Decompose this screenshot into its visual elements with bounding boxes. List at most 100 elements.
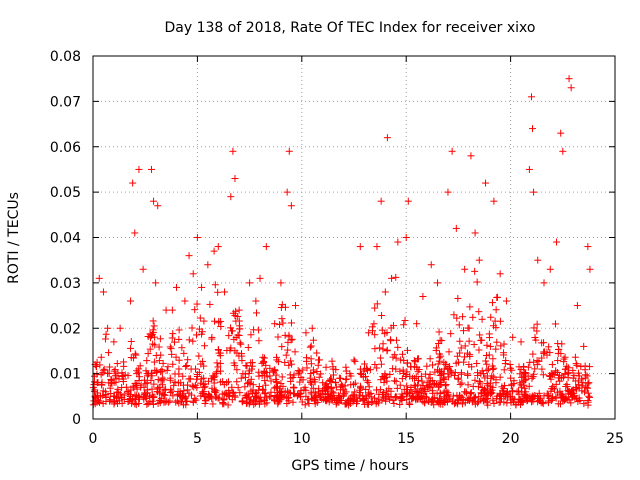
x-tick-labels: 0 5 10 15 20 25 <box>89 431 624 447</box>
data-point <box>475 256 483 264</box>
x-tick-label: 15 <box>397 431 415 447</box>
data-point <box>302 329 310 337</box>
data-point <box>565 75 573 83</box>
data-point <box>271 320 279 328</box>
data-point <box>287 202 295 210</box>
data-point <box>252 297 260 305</box>
data-point <box>580 342 588 350</box>
data-point <box>373 243 381 251</box>
data-point <box>448 147 456 155</box>
data-point <box>419 292 427 300</box>
data-point <box>277 279 285 287</box>
data-point <box>308 324 316 332</box>
data-point <box>150 197 158 205</box>
y-axis-label: ROTI / TECUs <box>6 192 22 284</box>
y-tick-label: 0.05 <box>50 185 81 201</box>
data-point <box>490 197 498 205</box>
y-tick-label: 0.08 <box>50 49 81 65</box>
data-point <box>99 288 107 296</box>
data-point <box>356 243 364 251</box>
data-point <box>283 188 291 196</box>
data-point <box>381 288 389 296</box>
data-point <box>229 147 237 155</box>
data-point <box>529 125 537 133</box>
y-tick-label: 0.06 <box>50 140 81 156</box>
data-point <box>210 247 218 255</box>
data-point <box>162 306 170 314</box>
data-point <box>502 297 510 305</box>
data-point <box>110 338 118 346</box>
grid <box>93 56 615 419</box>
data-point <box>256 274 264 282</box>
data-point <box>527 93 535 101</box>
data-point <box>189 270 197 278</box>
data-point <box>383 134 391 142</box>
data-point <box>104 324 112 332</box>
data-point <box>131 229 139 237</box>
data-point <box>173 283 181 291</box>
y-tick-label: 0.01 <box>50 367 81 383</box>
data-point <box>371 361 379 369</box>
x-tick-label: 0 <box>89 431 98 447</box>
y-tick-label: 0.02 <box>50 321 81 337</box>
data-point <box>204 261 212 269</box>
data-point <box>95 274 103 282</box>
data-point <box>471 229 479 237</box>
data-point <box>413 320 421 328</box>
data-point <box>525 165 533 173</box>
data-point <box>185 252 193 260</box>
data-point <box>553 238 561 246</box>
data-point <box>231 175 239 183</box>
data-point <box>227 193 235 201</box>
data-point <box>198 283 206 291</box>
data-point <box>365 329 373 337</box>
data-point <box>540 279 548 287</box>
data-point <box>116 324 124 332</box>
data-point <box>350 356 358 364</box>
data-point <box>584 243 592 251</box>
data-point <box>548 361 556 369</box>
data-point <box>262 243 270 251</box>
data-point <box>181 297 189 305</box>
data-point <box>452 224 460 232</box>
data-point <box>147 165 155 173</box>
x-tick-label: 5 <box>193 431 202 447</box>
data-point <box>567 84 575 92</box>
data-point <box>237 374 245 382</box>
x-tick-label: 20 <box>502 431 520 447</box>
data-point <box>168 306 176 314</box>
data-point <box>444 188 452 196</box>
data-point <box>509 333 517 341</box>
data-point <box>394 238 402 246</box>
data-point <box>559 147 567 155</box>
data-point <box>221 288 229 296</box>
data-point <box>546 265 554 273</box>
data-point <box>467 152 475 160</box>
data-point <box>292 302 300 310</box>
y-tick-label: 0.04 <box>50 231 81 247</box>
data-point <box>573 302 581 310</box>
data-point <box>530 188 538 196</box>
data-point <box>402 234 410 241</box>
data-point <box>193 234 201 241</box>
y-tick-labels: 0 0.01 0.02 0.03 0.04 0.05 0.06 0.07 0.08 <box>50 49 81 428</box>
data-point <box>127 297 135 305</box>
x-tick-label: 25 <box>606 431 624 447</box>
y-tick-label: 0 <box>72 412 81 428</box>
data-point <box>154 202 162 210</box>
data-point <box>427 261 435 269</box>
data-point <box>517 338 525 346</box>
x-tick-label: 10 <box>293 431 311 447</box>
y-tick-label: 0.03 <box>50 276 81 292</box>
data-point <box>139 265 147 273</box>
background-point-cloud <box>89 267 594 409</box>
data-point <box>214 243 222 251</box>
data-point <box>534 256 542 264</box>
data-point <box>377 197 385 205</box>
data-point <box>496 270 504 278</box>
data-point <box>388 274 396 282</box>
data-point <box>152 279 160 287</box>
data-point <box>246 279 254 287</box>
data-point <box>482 179 490 187</box>
